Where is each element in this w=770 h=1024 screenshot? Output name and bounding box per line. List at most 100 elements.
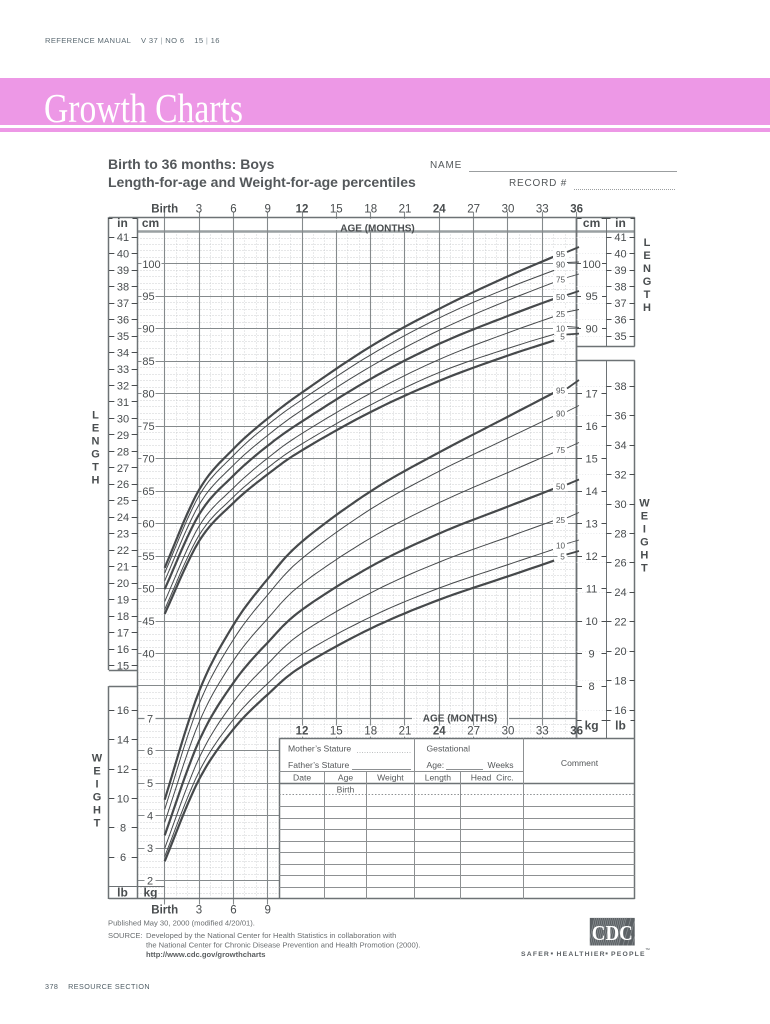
svg-text:Father’s Stature: Father’s Stature xyxy=(288,760,350,770)
svg-text:™: ™ xyxy=(645,948,650,954)
svg-text:Birth: Birth xyxy=(151,203,178,215)
svg-text:W: W xyxy=(92,753,103,765)
svg-text:H: H xyxy=(93,805,101,817)
svg-text:AGE (MONTHS): AGE (MONTHS) xyxy=(423,713,497,724)
svg-text:■: ■ xyxy=(551,951,554,956)
svg-text:N: N xyxy=(92,436,100,448)
svg-text:70: 70 xyxy=(142,454,154,466)
svg-text:35: 35 xyxy=(614,331,626,343)
svg-text:18: 18 xyxy=(117,611,129,623)
svg-text:15: 15 xyxy=(330,203,343,215)
svg-text:36: 36 xyxy=(570,726,583,738)
svg-text:E: E xyxy=(92,423,99,435)
svg-text:30: 30 xyxy=(614,499,626,511)
svg-text:I: I xyxy=(643,524,646,536)
svg-text:12: 12 xyxy=(296,203,309,215)
svg-text:L: L xyxy=(644,237,651,249)
svg-text:T: T xyxy=(641,563,648,575)
svg-text:PEOPLE: PEOPLE xyxy=(611,951,646,958)
svg-text:100: 100 xyxy=(142,259,160,271)
svg-text:15: 15 xyxy=(585,454,597,466)
svg-text:36: 36 xyxy=(117,314,129,326)
svg-text:65: 65 xyxy=(142,486,154,498)
svg-text:100: 100 xyxy=(582,259,600,271)
svg-text:Date: Date xyxy=(293,773,311,783)
svg-text:T: T xyxy=(644,289,651,301)
svg-text:20: 20 xyxy=(117,578,129,590)
svg-text:16: 16 xyxy=(585,421,597,433)
svg-text:3: 3 xyxy=(196,905,202,917)
svg-text:22: 22 xyxy=(614,617,626,629)
svg-text:Birth: Birth xyxy=(151,905,178,917)
svg-text:9: 9 xyxy=(264,905,270,917)
svg-text:25: 25 xyxy=(556,516,566,525)
svg-text:lb: lb xyxy=(117,886,128,900)
svg-text:3: 3 xyxy=(147,843,153,855)
svg-text:34: 34 xyxy=(614,440,626,452)
svg-text:cm: cm xyxy=(583,216,600,230)
svg-text:10: 10 xyxy=(556,325,566,334)
svg-text:16: 16 xyxy=(117,705,129,717)
svg-text:35: 35 xyxy=(117,331,129,343)
svg-text:Age: Age xyxy=(338,773,354,783)
svg-text:E: E xyxy=(93,766,100,778)
svg-text:15: 15 xyxy=(330,726,343,738)
svg-text:6: 6 xyxy=(120,852,126,864)
svg-text:15: 15 xyxy=(117,661,129,673)
svg-text:Age:: Age: xyxy=(427,760,445,770)
svg-text:the National Center for Chroni: the National Center for Chronic Disease … xyxy=(146,941,420,950)
svg-text:H: H xyxy=(643,302,651,314)
svg-text:17: 17 xyxy=(585,389,597,401)
svg-text:Developed by the National Cent: Developed by the National Center for Hea… xyxy=(146,931,396,940)
svg-text:9: 9 xyxy=(264,203,270,215)
svg-text:18: 18 xyxy=(614,676,626,688)
svg-text:3: 3 xyxy=(196,203,202,215)
svg-text:SOURCE:: SOURCE: xyxy=(108,931,143,940)
svg-text:E: E xyxy=(641,511,648,523)
svg-text:95: 95 xyxy=(556,250,566,259)
svg-text:E: E xyxy=(643,250,650,262)
svg-text:http://www.cdc.gov/growthchart: http://www.cdc.gov/growthcharts xyxy=(146,950,266,959)
svg-text:cm: cm xyxy=(142,216,159,230)
svg-text:6: 6 xyxy=(147,746,153,758)
svg-text:Comment: Comment xyxy=(561,758,599,768)
svg-text:6: 6 xyxy=(230,203,236,215)
svg-text:38: 38 xyxy=(614,381,626,393)
svg-text:kg: kg xyxy=(143,886,157,900)
svg-text:21: 21 xyxy=(117,562,129,574)
svg-text:24: 24 xyxy=(614,587,626,599)
svg-text:50: 50 xyxy=(556,293,566,302)
svg-text:Length: Length xyxy=(425,773,452,783)
svg-text:in: in xyxy=(615,216,626,230)
svg-text:L: L xyxy=(92,410,99,422)
svg-text:Birth: Birth xyxy=(337,785,355,795)
svg-text:10: 10 xyxy=(585,616,597,628)
svg-text:60: 60 xyxy=(142,519,154,531)
svg-text:24: 24 xyxy=(117,512,129,524)
svg-text:90: 90 xyxy=(556,261,566,270)
svg-text:18: 18 xyxy=(364,203,377,215)
svg-text:95: 95 xyxy=(585,291,597,303)
svg-text:2: 2 xyxy=(147,876,153,888)
svg-text:41: 41 xyxy=(614,232,626,244)
svg-text:kg: kg xyxy=(585,719,599,733)
svg-text:14: 14 xyxy=(117,734,129,746)
svg-text:30: 30 xyxy=(502,726,515,738)
svg-text:6: 6 xyxy=(230,905,236,917)
svg-text:50: 50 xyxy=(556,483,566,492)
svg-text:G: G xyxy=(640,537,649,549)
svg-text:G: G xyxy=(93,792,102,804)
svg-text:28: 28 xyxy=(614,528,626,540)
svg-text:10: 10 xyxy=(117,793,129,805)
svg-text:80: 80 xyxy=(142,389,154,401)
svg-text:41: 41 xyxy=(117,232,129,244)
svg-text:12: 12 xyxy=(117,764,129,776)
svg-text:4: 4 xyxy=(147,811,153,823)
svg-text:39: 39 xyxy=(614,265,626,277)
svg-text:T: T xyxy=(92,462,99,474)
svg-text:40: 40 xyxy=(142,648,154,660)
svg-text:34: 34 xyxy=(117,347,129,359)
svg-text:75: 75 xyxy=(556,446,566,455)
svg-text:5: 5 xyxy=(560,553,565,562)
svg-text:14: 14 xyxy=(585,486,597,498)
